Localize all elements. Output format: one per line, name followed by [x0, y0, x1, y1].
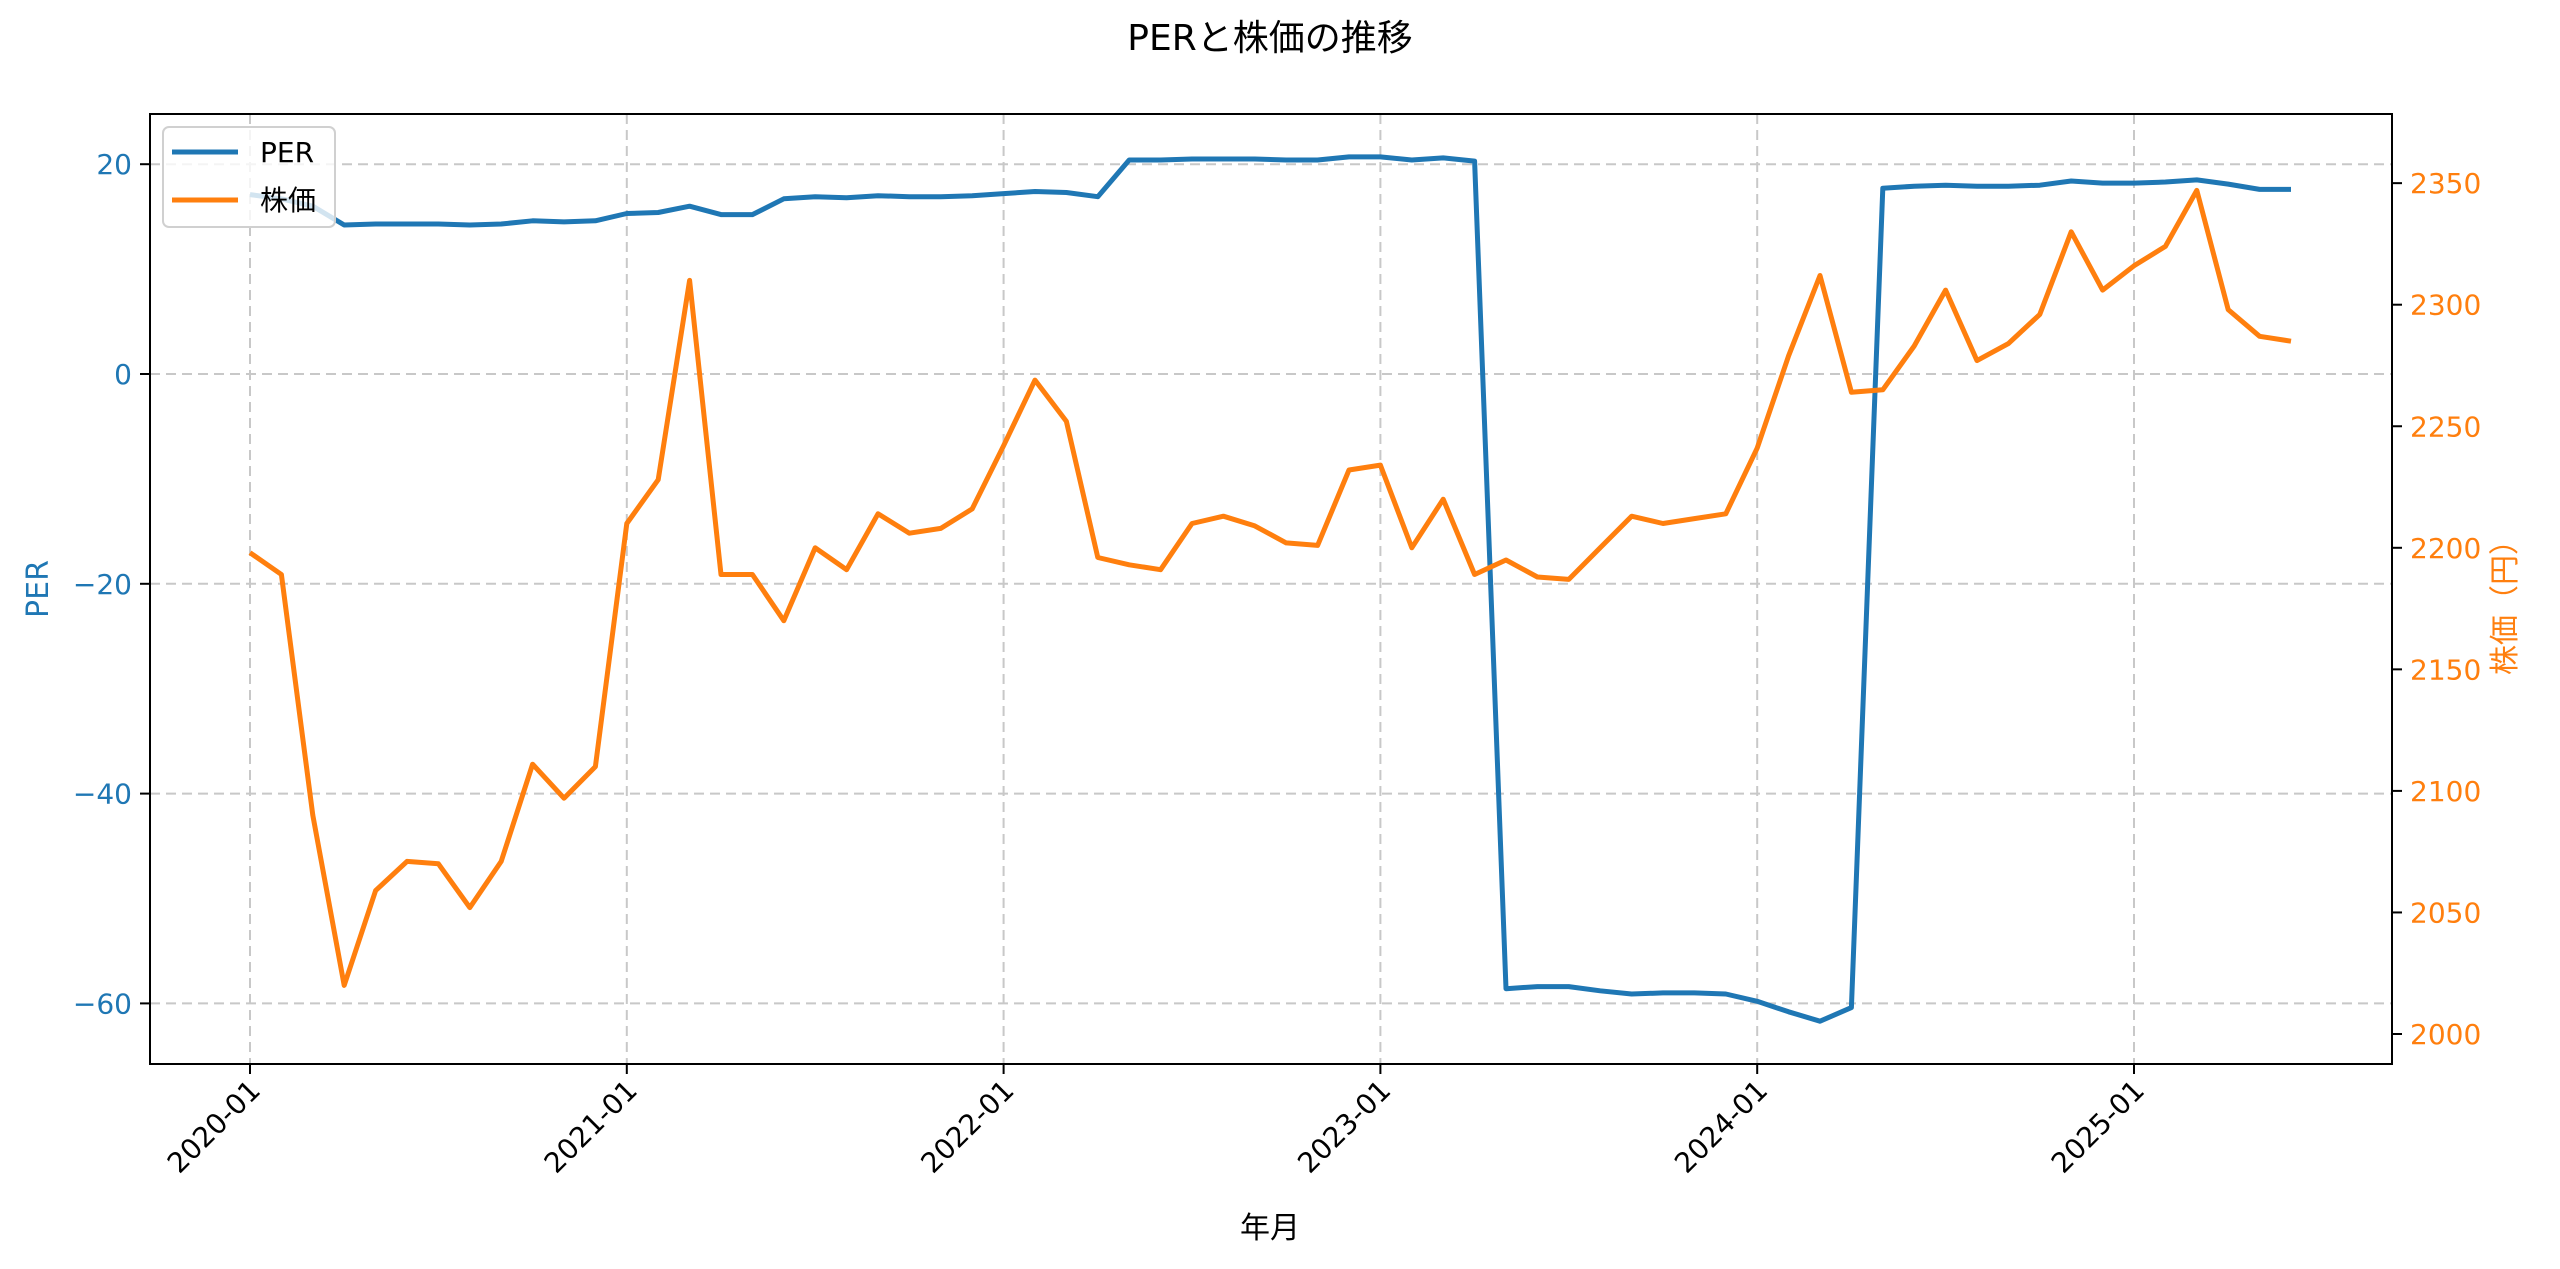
per-line — [249, 154, 2291, 1024]
x-tick-label: 2020-01 — [161, 1074, 267, 1180]
y-axis-left-label: PER — [21, 560, 56, 618]
x-axis: 2020-01 2021-01 2022-01 2023-01 2024-01 2025-… — [161, 1064, 2151, 1180]
x-tick-label: 2025-01 — [2045, 1074, 2151, 1180]
y-right-tick-label: 2300 — [2410, 289, 2481, 322]
y-axis-right: 2350 2300 2250 2200 2150 2100 2050 2000 — [2392, 167, 2481, 1051]
y-axis-left: 20 0 −20 −40 −60 — [73, 148, 150, 1020]
y-right-tick-label: 2050 — [2410, 896, 2481, 929]
legend-per-label: PER — [260, 136, 314, 169]
y-right-tick-label: 2100 — [2410, 775, 2481, 808]
x-axis-label: 年月 — [1240, 1211, 1300, 1246]
legend: PER 株価 — [162, 126, 336, 228]
chart-title: PERと株価の推移 — [1127, 18, 1412, 59]
y-left-tick-label: −20 — [73, 568, 132, 601]
x-tick-label: 2023-01 — [1291, 1074, 1397, 1180]
y-axis-right-label: 株価（円） — [2488, 525, 2523, 675]
grid-lines — [150, 114, 2392, 1064]
y-left-tick-label: 20 — [96, 148, 132, 181]
y-left-tick-label: −60 — [73, 987, 132, 1020]
data-series — [248, 154, 2292, 1024]
plot-frame — [149, 113, 2393, 1065]
y-left-tick-label: −40 — [73, 778, 132, 811]
y-right-tick-label: 2350 — [2410, 167, 2481, 200]
y-right-tick-label: 2150 — [2410, 653, 2481, 686]
legend-price-label: 株価 — [260, 184, 316, 217]
y-right-tick-label: 2000 — [2410, 1018, 2481, 1051]
y-left-tick-label: 0 — [114, 358, 132, 391]
x-tick-label: 2024-01 — [1668, 1074, 1774, 1180]
y-right-tick-label: 2250 — [2410, 410, 2481, 443]
x-tick-label: 2021-01 — [538, 1074, 644, 1180]
y-right-tick-label: 2200 — [2410, 532, 2481, 565]
x-tick-label: 2022-01 — [914, 1074, 1020, 1180]
price-line — [248, 187, 2292, 988]
